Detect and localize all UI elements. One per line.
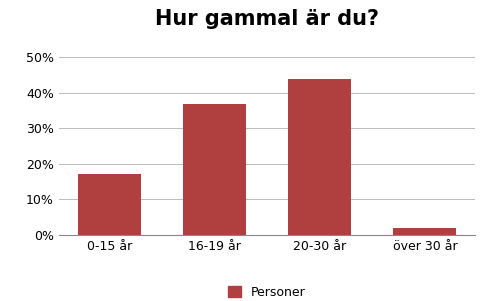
- Bar: [78, 175, 141, 235]
- Legend: Personer: Personer: [223, 281, 311, 301]
- Bar: [183, 104, 246, 235]
- Title: Hur gammal är du?: Hur gammal är du?: [155, 9, 379, 29]
- Bar: [393, 228, 456, 235]
- Bar: [288, 79, 351, 235]
